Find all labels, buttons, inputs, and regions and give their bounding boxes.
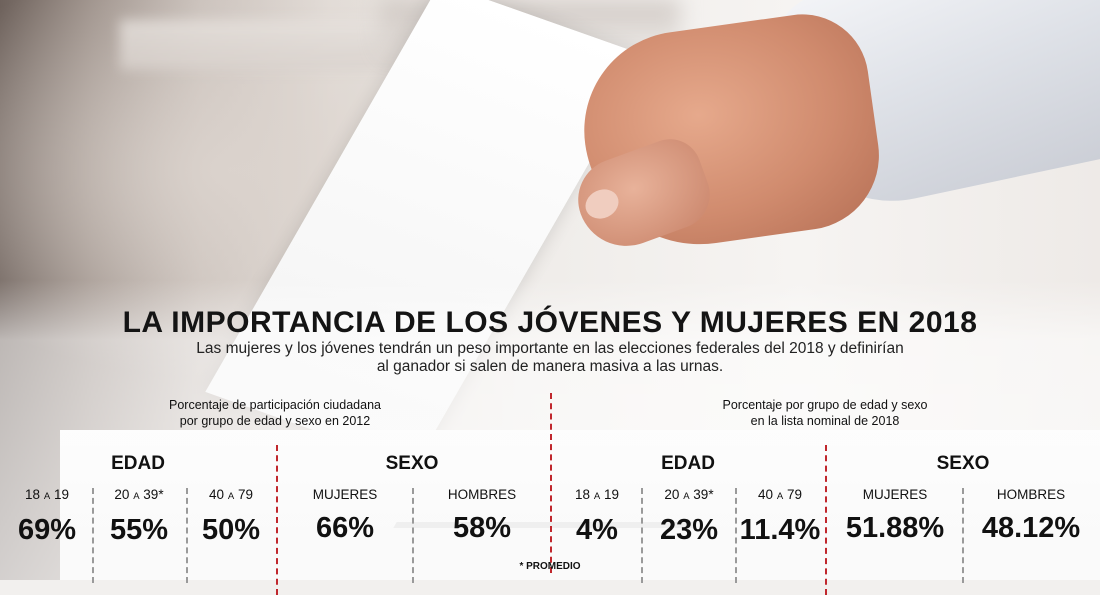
right-age-stat-40-79: 40 A 79 11.4%: [737, 486, 823, 548]
right-age-divider-1: [641, 488, 643, 583]
right-sex-stat-hombres: HOMBRES 48.12%: [964, 486, 1098, 546]
right-panel-caption: Porcentaje por grupo de edad y sexo en l…: [690, 397, 960, 429]
left-caption-line-1: Porcentaje de participación ciudadana: [169, 398, 381, 412]
age-range-label: 20 A 39*: [114, 487, 164, 502]
left-age-stat-18-19: 18 A 19 69%: [4, 486, 90, 548]
sex-label: MUJERES: [862, 487, 928, 502]
stat-value: 55%: [109, 514, 169, 546]
age-range-label: 18 A 19: [25, 487, 69, 502]
right-sex-divider: [962, 488, 964, 583]
age-range-label: 20 A 39*: [664, 487, 714, 502]
subtitle-line-1: Las mujeres y los jóvenes tendrán un pes…: [196, 340, 904, 357]
left-caption-line-2: por grupo de edad y sexo en 2012: [179, 414, 371, 428]
stat-value: 69%: [17, 514, 77, 546]
stat-value: 66%: [315, 512, 375, 544]
stat-value: 51.88%: [845, 512, 945, 544]
right-edad-sexo-divider: [825, 445, 827, 595]
right-caption-line-2: en la lista nominal de 2018: [750, 414, 900, 428]
right-age-stat-18-19: 18 A 19 4%: [554, 486, 640, 548]
stat-value: 23%: [659, 514, 719, 546]
right-age-divider-2: [735, 488, 737, 583]
right-caption-line-1: Porcentaje por grupo de edad y sexo: [722, 398, 928, 412]
right-sexo-label: SEXO: [936, 453, 990, 474]
left-sex-stat-mujeres: MUJERES 66%: [280, 486, 410, 546]
sex-label: MUJERES: [312, 487, 378, 502]
page-subtitle: Las mujeres y los jóvenes tendrán un pes…: [150, 340, 950, 376]
left-age-divider-2: [186, 488, 188, 583]
left-panel-caption: Porcentaje de participación ciudadana po…: [130, 397, 420, 429]
age-range-label: 40 A 79: [209, 487, 253, 502]
sex-label: HOMBRES: [996, 487, 1066, 502]
left-age-stat-40-79: 40 A 79 50%: [188, 486, 274, 548]
age-range-label: 18 A 19: [575, 487, 619, 502]
left-edad-sexo-divider: [276, 445, 278, 595]
right-age-stat-20-39: 20 A 39* 23%: [644, 486, 734, 548]
stat-value: 11.4%: [739, 514, 821, 546]
page-title: LA IMPORTANCIA DE LOS JÓVENES Y MUJERES …: [122, 306, 978, 339]
stat-value: 58%: [452, 512, 512, 544]
stat-value: 50%: [201, 514, 261, 546]
age-range-label: 40 A 79: [758, 487, 802, 502]
right-edad-label: EDAD: [661, 453, 715, 474]
footnote-promedio: * PROMEDIO: [519, 561, 581, 572]
subtitle-line-2: al ganador si salen de manera masiva a l…: [376, 358, 724, 375]
left-sex-stat-hombres: HOMBRES 58%: [416, 486, 548, 546]
left-age-stat-20-39: 20 A 39* 55%: [94, 486, 184, 548]
stat-value: 48.12%: [981, 512, 1081, 544]
center-divider: [550, 393, 552, 573]
right-sex-stat-mujeres: MUJERES 51.88%: [829, 486, 961, 546]
left-sex-divider: [412, 488, 414, 583]
sex-label: HOMBRES: [447, 487, 517, 502]
left-edad-label: EDAD: [111, 453, 165, 474]
left-sexo-label: SEXO: [385, 453, 439, 474]
stat-value: 4%: [576, 514, 618, 546]
left-age-divider-1: [92, 488, 94, 583]
